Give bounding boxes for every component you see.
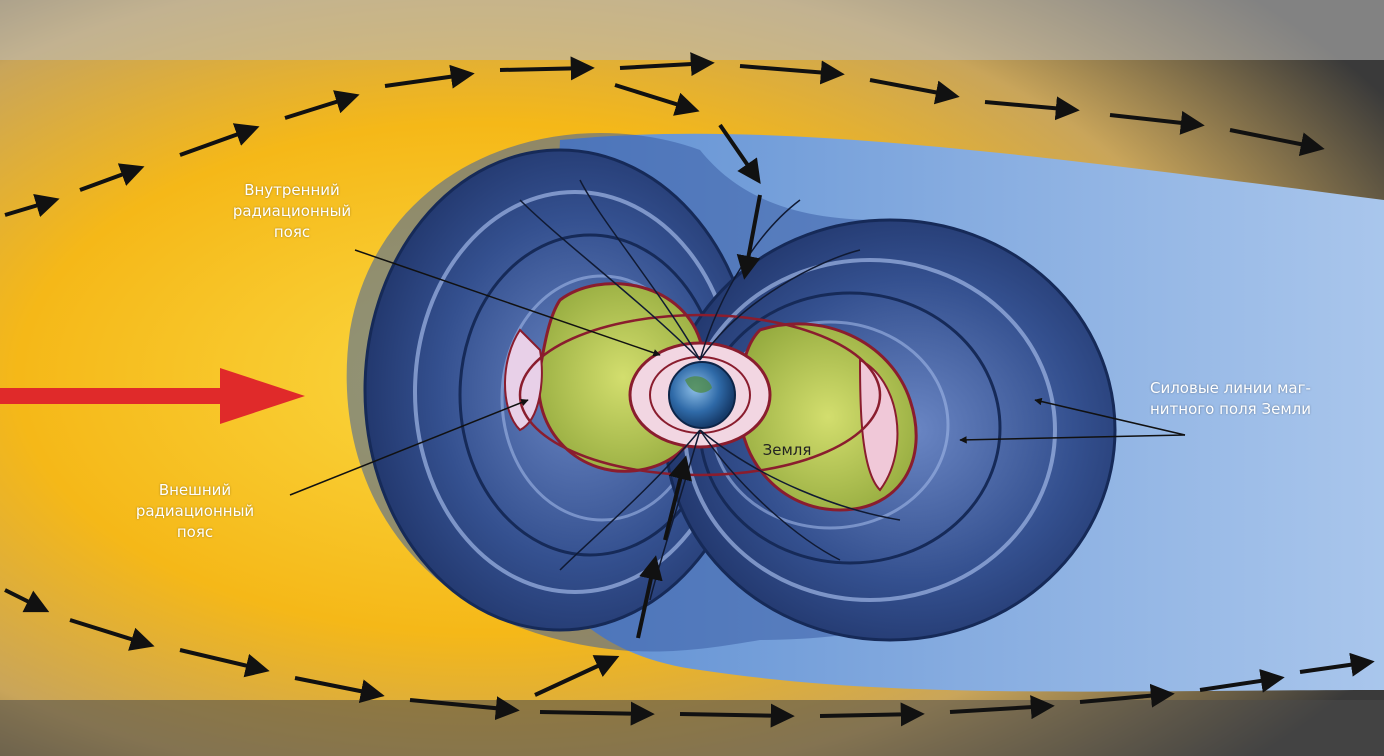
outer-belt-leader bbox=[289, 399, 529, 496]
earth-label-text: Земля bbox=[762, 441, 812, 459]
inner-belt-line-3: пояс bbox=[273, 223, 311, 241]
outer-radiation-belt bbox=[504, 282, 918, 512]
red-arrow-icon bbox=[0, 368, 305, 424]
outer-belt-line-3: пояс bbox=[176, 523, 214, 541]
lower-grey-band bbox=[0, 700, 1384, 756]
upper-grey-band bbox=[0, 0, 1384, 60]
field-lines-leader-1 bbox=[1034, 397, 1186, 436]
label-leader-lines bbox=[289, 249, 1186, 496]
inner-belt-line-1: Внутренний bbox=[244, 181, 340, 199]
inner-belt-line-2: радиационный bbox=[232, 202, 352, 220]
field-lines-label: Силовые линии маг- нитного поля Земли bbox=[1150, 378, 1350, 420]
inner-belt-label: Внутренний радиационный пояс bbox=[212, 180, 372, 243]
inner-belt-leader bbox=[354, 249, 661, 357]
earth-globe-icon bbox=[668, 361, 736, 429]
outer-belt-line-2: радиационный bbox=[135, 502, 255, 520]
cusp-arrows bbox=[663, 194, 762, 541]
field-lines-line-2: нитного поля Земли bbox=[1150, 400, 1311, 418]
outer-belt-label: Внешний радиационный пояс bbox=[115, 480, 275, 543]
field-lines-leader-2 bbox=[959, 434, 1186, 444]
dashed-arrow-icon bbox=[4, 52, 1325, 218]
field-lines-line-1: Силовые линии маг- bbox=[1150, 379, 1311, 397]
dashed-arrow-icon bbox=[4, 555, 1375, 728]
earth-label: Земля bbox=[752, 440, 822, 461]
outer-belt-line-1: Внешний bbox=[158, 481, 232, 499]
